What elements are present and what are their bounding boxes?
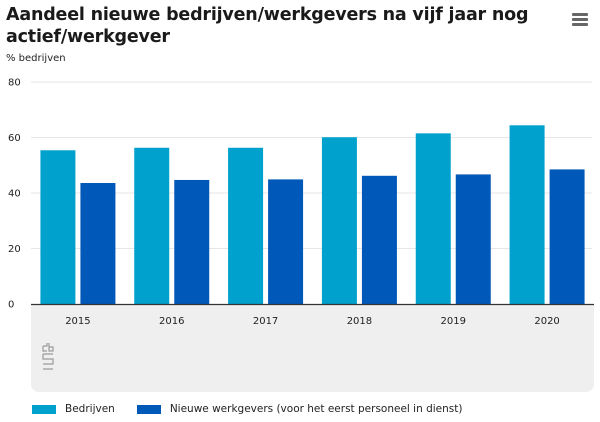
y-tick-label: 60 — [8, 133, 21, 144]
bar-werkgevers-2017[interactable] — [268, 179, 304, 304]
y-tick-label: 0 — [8, 300, 14, 311]
hamburger-menu-icon[interactable] — [572, 13, 588, 26]
bar-bedrijven-2015[interactable] — [40, 150, 76, 304]
x-tick-label: 2015 — [65, 316, 90, 327]
bar-werkgevers-2020[interactable] — [549, 169, 585, 304]
x-tick-label: 2018 — [347, 316, 372, 327]
x-tick-label: 2016 — [159, 316, 184, 327]
bar-bedrijven-2016[interactable] — [134, 147, 170, 304]
legend-swatch-bedrijven — [32, 404, 56, 414]
bar-bedrijven-2019[interactable] — [415, 133, 451, 304]
legend-swatch-werkgevers — [136, 404, 161, 414]
y-tick-label: 80 — [8, 78, 21, 89]
x-axis-band — [31, 305, 594, 392]
legend: Bedrijven Nieuwe werkgevers (voor het ee… — [32, 401, 484, 417]
y-axis-unit-label: % bedrijven — [6, 53, 66, 64]
cbs-logo-icon — [42, 343, 54, 370]
bar-bedrijven-2017[interactable] — [228, 147, 264, 304]
x-tick-label: 2020 — [534, 316, 559, 327]
legend-label-bedrijven: Bedrijven — [65, 403, 115, 415]
bar-bedrijven-2020[interactable] — [509, 125, 545, 304]
x-tick-label: 2019 — [441, 316, 466, 327]
x-tick-label: 2017 — [253, 316, 278, 327]
legend-label-werkgevers: Nieuwe werkgevers (voor het eerst person… — [169, 403, 463, 415]
legend-item-bedrijven[interactable]: Bedrijven — [32, 403, 115, 415]
bar-werkgevers-2016[interactable] — [174, 179, 210, 304]
bar-bedrijven-2018[interactable] — [321, 137, 357, 304]
legend-item-werkgevers[interactable]: Nieuwe werkgevers (voor het eerst person… — [136, 403, 463, 415]
bar-werkgevers-2015[interactable] — [80, 183, 116, 304]
chart-title: Aandeel nieuwe bedrijven/werkgevers na v… — [6, 5, 529, 47]
bar-werkgevers-2019[interactable] — [455, 174, 491, 304]
bar-werkgevers-2018[interactable] — [361, 175, 397, 304]
y-tick-label: 40 — [8, 189, 21, 200]
y-tick-label: 20 — [8, 244, 21, 255]
